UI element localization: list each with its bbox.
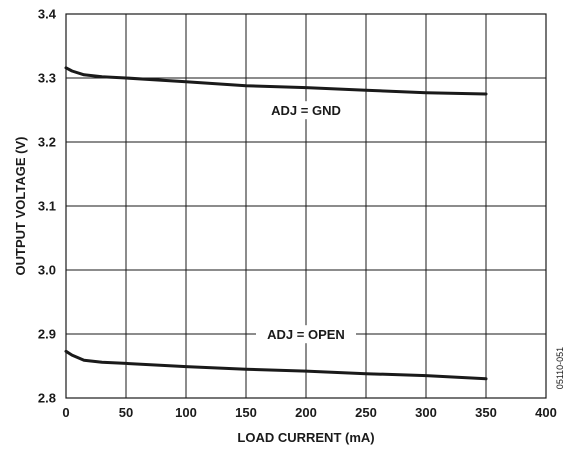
series-line-1 [64,66,488,96]
series-line-2 [64,349,488,381]
annotation-background [256,101,356,120]
y-axis-title: OUTPUT VOLTAGE (V) [13,137,28,276]
annotation-label: ADJ = GND [271,103,341,118]
annotation-background [256,325,356,344]
figure-id: 05110-051 [555,347,565,389]
y-tick-label: 3.0 [38,263,56,278]
x-tick-label: 0 [62,405,69,420]
x-axis-title: LOAD CURRENT (mA) [237,430,374,445]
x-tick-label: 150 [235,405,257,420]
x-tick-label: 400 [535,405,557,420]
x-tick-label: 50 [119,405,133,420]
x-tick-label: 250 [355,405,377,420]
annotations: ADJ = GND ADJ = OPEN [256,101,356,344]
x-tick-label: 100 [175,405,197,420]
plot-frame [65,13,547,399]
y-tick-label: 3.1 [38,199,56,214]
x-tick-label: 350 [475,405,497,420]
x-tick-label: 300 [415,405,437,420]
x-tick-labels: 0 50 100 150 200 250 300 350 400 [62,405,556,420]
y-tick-label: 2.8 [38,391,56,406]
x-tick-label: 200 [295,405,317,420]
annotation-label: ADJ = OPEN [267,327,345,342]
y-tick-label: 2.9 [38,327,56,342]
series-layer [64,66,488,381]
y-tick-label: 3.2 [38,135,56,150]
y-tick-label: 3.4 [38,7,57,22]
y-tick-labels: 2.8 2.9 3.0 3.1 3.2 3.3 3.4 [38,7,57,406]
y-tick-label: 3.3 [38,71,56,86]
